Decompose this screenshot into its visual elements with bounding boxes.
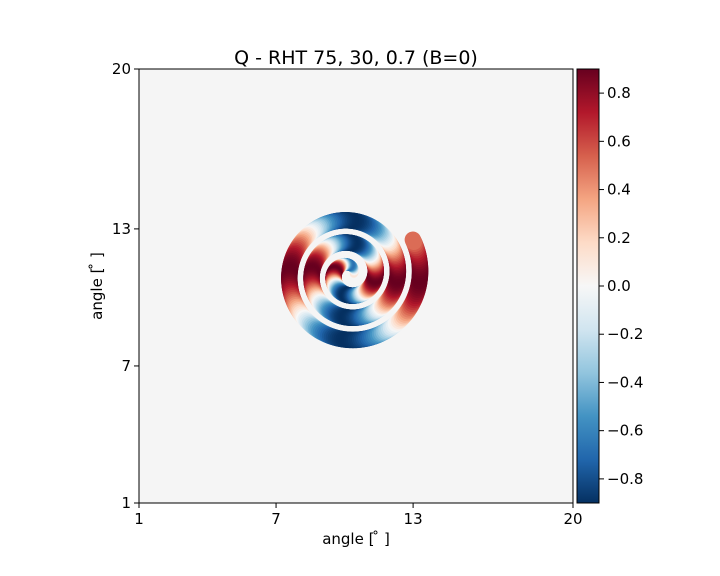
chart-title: Q - RHT 75, 30, 0.7 (B=0) — [234, 47, 478, 69]
colorbar-tick-label: −0.2 — [607, 325, 643, 343]
x-tick-label: 1 — [134, 510, 144, 528]
x-axis-label: angle [ ̊ ] — [322, 530, 390, 548]
y-axis-label: angle [ ̊ ] — [88, 252, 106, 320]
x-tick-label: 20 — [563, 510, 582, 528]
x-tick-label: 13 — [404, 510, 423, 528]
x-axis: 1 7 13 20 — [134, 503, 583, 528]
heatmap — [281, 212, 429, 349]
y-tick-label: 13 — [112, 220, 131, 238]
colorbar-tick-label: 0.2 — [607, 229, 631, 247]
plot-area — [139, 69, 573, 503]
colorbar-tick-label: −0.6 — [607, 422, 643, 440]
colorbar-axis: 0.8 0.6 0.4 0.2 0.0 −0.2 −0.4 −0.6 −0.8 — [599, 84, 643, 488]
y-tick-label: 1 — [121, 494, 131, 512]
y-tick-label: 7 — [121, 357, 131, 375]
y-axis: 1 7 13 20 — [112, 60, 139, 512]
colorbar-tick-label: 0.6 — [607, 132, 631, 150]
colorbar-tick-label: 0.4 — [607, 181, 631, 199]
colorbar-tick-label: 0.8 — [607, 84, 631, 102]
colorbar-tick-label: −0.8 — [607, 470, 643, 488]
y-tick-label: 20 — [112, 60, 131, 78]
x-tick-label: 7 — [271, 510, 281, 528]
colorbar-tick-label: 0.0 — [607, 277, 631, 295]
colorbar — [576, 68, 600, 504]
colorbar-tick-label: −0.4 — [607, 373, 643, 391]
plot-frame — [138, 68, 574, 504]
